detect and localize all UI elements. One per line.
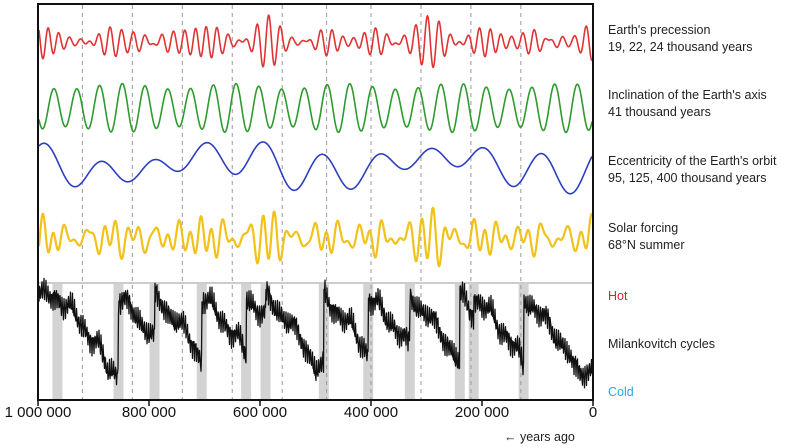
inclination-line: [38, 82, 593, 134]
interglacial-band-10: [468, 284, 479, 399]
plot-frame: [37, 3, 594, 401]
vertical-grid: [81, 5, 522, 399]
x-axis-caption: ← years ago: [504, 430, 575, 444]
precession-line: [38, 14, 593, 69]
legend-inclination-title: Inclination of the Earth's axis: [608, 88, 767, 102]
legend-precession: Earth's precession 19, 22, 24 thousand y…: [608, 22, 753, 56]
legend-milankovitch: Milankovitch cycles: [608, 337, 715, 351]
eccentricity-line: [38, 141, 593, 195]
tick-label-0: 0: [588, 404, 598, 421]
x-axis-ticks: [37, 400, 594, 406]
interglacial-band-2: [149, 284, 160, 399]
legend-solar-forcing-title: Solar forcing: [608, 221, 679, 235]
solar-forcing-line: [37, 206, 593, 268]
legend-solar-forcing-subtitle: 68°N summer: [608, 238, 685, 252]
tick-label-600000: 600 000: [232, 404, 288, 421]
legend-eccentricity-title: Eccentricity of the Earth's orbit: [608, 154, 777, 168]
x-axis-caption-text: years ago: [519, 430, 575, 444]
interglacial-band-0: [52, 284, 63, 399]
tick-label-200000: 200 000: [454, 404, 510, 421]
legend-solar-forcing: Solar forcing 68°N summer: [608, 220, 685, 254]
legend-inclination-subtitle: 41 thousand years: [608, 105, 711, 119]
legend-precession-title: Earth's precession: [608, 23, 711, 37]
tick-label-400000: 400 000: [343, 404, 399, 421]
legend-eccentricity: Eccentricity of the Earth's orbit 95, 12…: [608, 153, 776, 187]
interglacial-band-5: [260, 284, 271, 399]
legend-precession-subtitle: 19, 22, 24 thousand years: [608, 40, 753, 54]
milankovitch-line: [38, 277, 593, 389]
legend-cold: Cold: [608, 385, 634, 399]
legend-inclination: Inclination of the Earth's axis 41 thous…: [608, 87, 767, 121]
tick-label-1000000: 1 000 000: [4, 404, 72, 421]
legend-hot: Hot: [608, 289, 628, 303]
tick-label-800000: 800 000: [121, 404, 177, 421]
left-arrow-icon: ←: [504, 430, 517, 444]
interglacial-band-8: [404, 284, 415, 399]
legend-eccentricity-subtitle: 95, 125, 400 thousand years: [608, 171, 767, 185]
